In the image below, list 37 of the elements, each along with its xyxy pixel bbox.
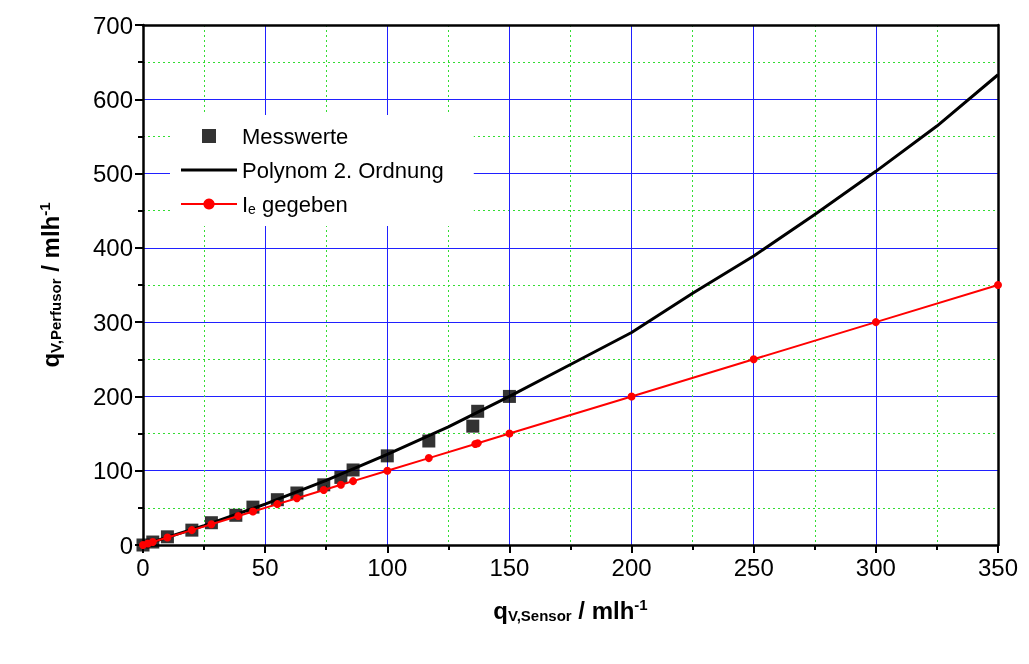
- point: [466, 419, 480, 433]
- point: [380, 449, 394, 463]
- x-tick-label: 100: [367, 553, 408, 581]
- point: [502, 389, 516, 403]
- y-tick-label: 300: [92, 308, 133, 336]
- point: [424, 454, 433, 463]
- point: [749, 355, 758, 364]
- legend-label: Messwerte: [242, 123, 349, 149]
- y-tick-label: 400: [92, 234, 133, 262]
- point: [346, 463, 360, 477]
- point: [422, 434, 436, 448]
- x-tick-label: 350: [977, 553, 1019, 581]
- x-tick-label: 300: [855, 553, 896, 581]
- point: [349, 477, 358, 486]
- y-tick-label: 600: [92, 85, 133, 113]
- y-tick-label: 700: [92, 11, 133, 39]
- x-tick-label: 200: [611, 553, 652, 581]
- point: [871, 318, 880, 327]
- point: [505, 429, 514, 438]
- x-tick-label: 250: [733, 553, 774, 581]
- point: [994, 281, 1002, 289]
- y-tick-label: 200: [92, 382, 133, 410]
- y-tick-label: 100: [92, 457, 133, 485]
- y-axis-title: qV,Perfusor / mlh-1: [36, 202, 64, 368]
- y-tick-label: 0: [119, 531, 133, 559]
- x-tick-label: 150: [489, 553, 530, 581]
- point: [383, 466, 392, 475]
- point: [292, 494, 301, 503]
- y-tick-label: 500: [92, 160, 133, 188]
- legend-label: Ie gegeben: [242, 191, 348, 217]
- point: [336, 480, 345, 489]
- point: [471, 404, 485, 418]
- x-tick-label: 0: [136, 553, 150, 581]
- point: [319, 486, 328, 495]
- legend-label: Polynom 2. Ordnung: [242, 157, 444, 183]
- x-tick-label: 50: [251, 553, 279, 581]
- point: [627, 392, 636, 401]
